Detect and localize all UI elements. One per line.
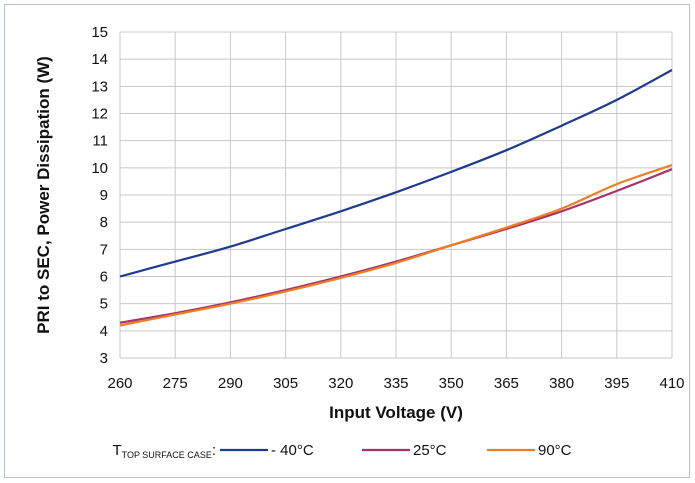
x-tick-label: 290	[218, 375, 243, 392]
y-tick-label: 9	[100, 187, 108, 204]
x-tick-label: 350	[439, 375, 464, 392]
y-tick-label: 3	[100, 350, 108, 367]
legend-title-subscript: TOP SURFACE CASE	[122, 450, 212, 460]
y-tick-label: 5	[100, 296, 108, 313]
y-tick-label: 13	[91, 78, 108, 95]
x-tick-label: 305	[273, 375, 298, 392]
y-tick-label: 15	[91, 24, 108, 41]
x-tick-labels: 260 275 290 305 320 335 350 365 380 395 410	[107, 375, 684, 392]
legend-label: 90°C	[538, 442, 572, 459]
x-tick-label: 410	[659, 375, 684, 392]
legend-title-suffix: :	[212, 442, 216, 459]
x-tick-label: 320	[328, 375, 353, 392]
x-tick-label: 395	[604, 375, 629, 392]
x-tick-label: 275	[163, 375, 188, 392]
legend-label: - 40°C	[271, 442, 314, 459]
legend-title: TTOP SURFACE CASE:	[112, 442, 216, 460]
x-tick-label: 335	[383, 375, 408, 392]
series-line	[119, 164, 673, 327]
x-tick-label: 260	[107, 375, 132, 392]
grid	[119, 31, 673, 359]
x-tick-label: 380	[549, 375, 574, 392]
y-tick-label: 11	[92, 133, 108, 150]
series-line	[119, 69, 673, 278]
y-tick-label: 10	[91, 160, 108, 177]
y-tick-label: 12	[91, 106, 108, 123]
series-line	[119, 168, 673, 324]
y-tick-label: 7	[100, 241, 108, 258]
y-axis-title: PRI to SEC, Power Dissipation (W)	[34, 56, 53, 334]
y-tick-label: 14	[91, 51, 108, 68]
y-tick-label: 4	[100, 323, 108, 340]
legend-label: 25°C	[413, 442, 447, 459]
x-tick-label: 365	[494, 375, 519, 392]
y-tick-labels: 3 4 5 6 7 8 9 10 11 12 13 14 15	[91, 24, 108, 367]
series-lines	[119, 69, 673, 327]
y-tick-label: 8	[100, 214, 108, 231]
legend: TTOP SURFACE CASE: - 40°C 25°C 90°C	[112, 442, 571, 460]
legend-title-main: T	[112, 442, 121, 459]
y-tick-label: 6	[100, 269, 108, 286]
x-axis-title: Input Voltage (V)	[329, 403, 463, 422]
